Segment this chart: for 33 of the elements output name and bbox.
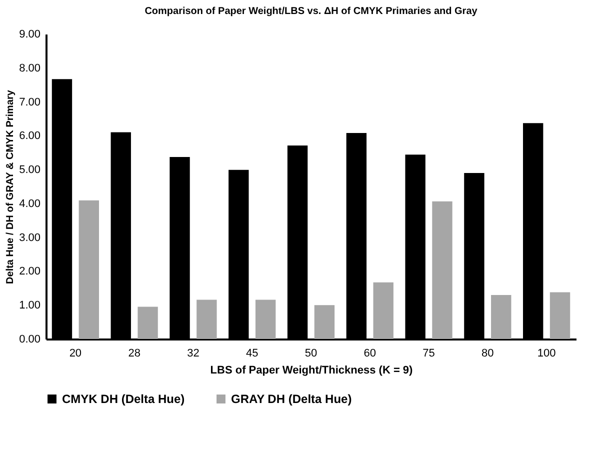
bar <box>373 282 394 339</box>
x-axis-title: LBS of Paper Weight/Thickness (K = 9) <box>210 364 414 376</box>
y-tick-label: 5.00 <box>19 164 40 176</box>
x-tick-label: 20 <box>69 348 82 360</box>
x-tick-label: 80 <box>482 348 494 360</box>
x-tick-label: 28 <box>128 348 140 360</box>
bar <box>550 292 570 339</box>
y-tick-label: 8.00 <box>19 62 40 74</box>
x-tick-label: 100 <box>537 348 556 360</box>
y-tick-label: 7.00 <box>19 96 40 108</box>
y-tick-label: 2.00 <box>19 266 40 278</box>
chart-title: Comparison of Paper Weight/LBS vs. ΔH of CMYK Primaries and Gray <box>144 6 478 17</box>
y-tick-label: 4.00 <box>19 198 40 210</box>
y-tick-label: 9.00 <box>19 28 40 40</box>
y-axis-title: Delta Hue / DH of GRAY & CMYK Primary <box>5 90 16 284</box>
bar <box>432 201 452 339</box>
x-tick-label: 45 <box>246 348 258 360</box>
bar <box>314 305 335 339</box>
y-tick-label: 6.00 <box>19 130 40 142</box>
bar <box>78 200 99 339</box>
bar <box>255 300 276 339</box>
bar <box>491 294 512 339</box>
x-tick-label: 50 <box>304 348 318 360</box>
x-tick-label: 60 <box>364 348 376 360</box>
legend-label: CMYK DH (Delta Hue) <box>62 392 185 406</box>
x-tick-label: 32 <box>187 348 200 360</box>
x-tick-label: 75 <box>422 348 435 360</box>
bar <box>138 306 158 339</box>
y-tick-label: 3.00 <box>19 232 40 244</box>
y-tick-label: 0.00 <box>19 334 40 346</box>
y-tick-label: 1.00 <box>19 300 40 312</box>
legend-label: GRAY DH (Delta Hue) <box>231 392 352 406</box>
bar <box>196 300 217 339</box>
